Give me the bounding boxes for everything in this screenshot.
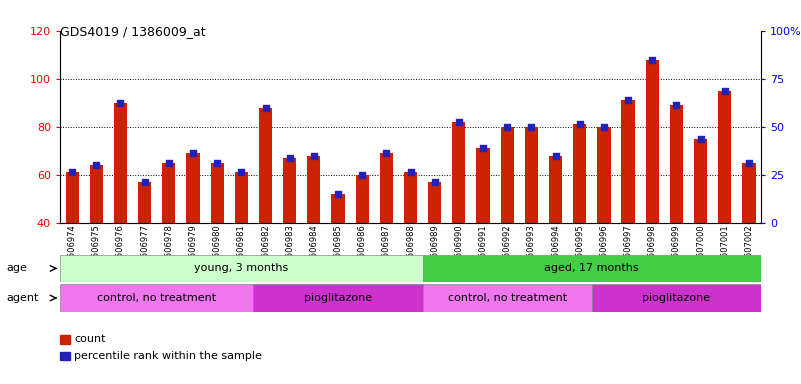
Text: GDS4019 / 1386009_at: GDS4019 / 1386009_at <box>60 25 206 38</box>
Point <box>718 88 731 94</box>
Bar <box>162 163 175 223</box>
Bar <box>187 153 199 223</box>
Bar <box>60 255 423 282</box>
Bar <box>743 163 755 223</box>
Bar <box>332 194 344 223</box>
Bar <box>670 105 683 223</box>
Bar <box>253 284 423 312</box>
Bar <box>138 182 151 223</box>
Point <box>525 124 537 130</box>
Point <box>284 155 296 161</box>
Bar <box>356 175 368 223</box>
Point <box>574 121 586 127</box>
Point <box>163 160 175 166</box>
Text: aged, 17 months: aged, 17 months <box>545 263 639 273</box>
Bar <box>283 158 296 223</box>
Point <box>114 99 127 106</box>
Bar <box>211 163 223 223</box>
Text: percentile rank within the sample: percentile rank within the sample <box>74 351 263 361</box>
Point <box>501 124 513 130</box>
Point <box>139 179 151 185</box>
Bar <box>694 139 707 223</box>
Point <box>90 162 103 168</box>
Text: control, no treatment: control, no treatment <box>97 293 216 303</box>
Point <box>598 124 610 130</box>
Point <box>477 145 489 151</box>
Bar <box>423 255 761 282</box>
Bar <box>718 91 731 223</box>
Bar <box>66 172 78 223</box>
Point <box>429 179 441 185</box>
Bar <box>423 284 592 312</box>
Point <box>646 56 658 63</box>
Point <box>259 104 272 111</box>
Point <box>308 152 320 159</box>
Text: agent: agent <box>6 293 38 303</box>
Bar <box>477 148 489 223</box>
Bar <box>428 182 441 223</box>
Point <box>670 102 682 108</box>
Point <box>453 119 465 125</box>
Bar <box>404 172 417 223</box>
Point <box>694 136 707 142</box>
Bar <box>235 172 248 223</box>
Text: young, 3 months: young, 3 months <box>194 263 288 273</box>
Bar <box>598 127 610 223</box>
Point <box>404 169 417 175</box>
Point <box>66 169 78 175</box>
Text: pioglitazone: pioglitazone <box>642 293 710 303</box>
Point <box>622 97 634 103</box>
Point <box>549 152 562 159</box>
Text: control, no treatment: control, no treatment <box>448 293 567 303</box>
Text: age: age <box>6 263 27 273</box>
Bar <box>573 124 586 223</box>
Point <box>211 160 223 166</box>
Text: count: count <box>74 334 106 344</box>
Bar <box>259 108 272 223</box>
Bar <box>525 127 538 223</box>
Point <box>187 150 199 156</box>
Bar <box>549 156 562 223</box>
Point <box>743 160 755 166</box>
Text: pioglitazone: pioglitazone <box>304 293 372 303</box>
Bar <box>646 60 659 223</box>
Point <box>380 150 392 156</box>
Point <box>356 172 368 178</box>
Point <box>235 169 248 175</box>
Bar <box>501 127 513 223</box>
Bar <box>453 122 465 223</box>
Bar <box>308 156 320 223</box>
Bar <box>90 165 103 223</box>
Bar <box>114 103 127 223</box>
Bar <box>60 284 253 312</box>
Bar <box>622 100 634 223</box>
Bar <box>592 284 761 312</box>
Bar <box>380 153 393 223</box>
Point <box>332 191 344 197</box>
